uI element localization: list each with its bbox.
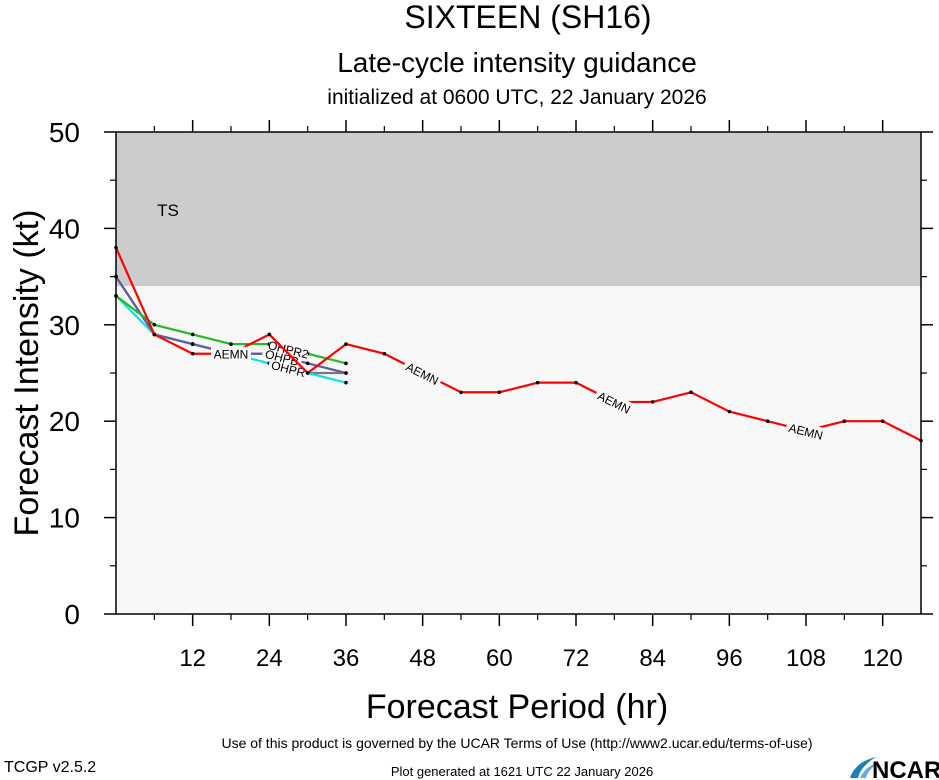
ncar-logo-swoosh-inner-icon bbox=[860, 763, 878, 778]
x-tick-label-0: 12 bbox=[179, 645, 206, 672]
x-tick-label-7: 96 bbox=[716, 645, 743, 672]
y-tick-label-3: 30 bbox=[49, 310, 80, 341]
series-point-1-2 bbox=[190, 332, 195, 337]
series-point-0-4 bbox=[267, 332, 272, 337]
series-point-2-6 bbox=[344, 371, 348, 375]
x-tick-label-6: 84 bbox=[639, 645, 666, 672]
series-point-1-6 bbox=[344, 361, 348, 366]
series-point-0-16 bbox=[727, 409, 732, 414]
y-tick-label-1: 10 bbox=[49, 503, 80, 534]
y-tick-label-2: 20 bbox=[49, 406, 80, 437]
x-tick-label-1: 24 bbox=[256, 645, 283, 672]
series-point-2-5 bbox=[305, 361, 310, 366]
chart-subtitle: Late-cycle intensity guidance bbox=[337, 47, 697, 78]
series-label-bg bbox=[785, 419, 828, 442]
series-point-0-2 bbox=[190, 351, 195, 356]
terms-of-use: Use of this product is governed by the U… bbox=[221, 735, 812, 751]
ncar-logo-text: NCAR bbox=[872, 757, 939, 780]
series-point-0-15 bbox=[689, 390, 693, 395]
y-tick-label-0: 0 bbox=[64, 599, 80, 630]
series-label-0-0: AEMN bbox=[211, 346, 251, 362]
series-point-0-14 bbox=[650, 400, 655, 404]
series-point-0-20 bbox=[880, 419, 885, 424]
y-axis-label: Forecast Intensity (kt) bbox=[8, 210, 46, 537]
series-point-0-5 bbox=[305, 371, 310, 375]
y-tick-label-4: 40 bbox=[49, 213, 80, 244]
chart-title: SIXTEEN (SH16) bbox=[404, 0, 651, 35]
x-tick-label-3: 48 bbox=[409, 645, 436, 672]
series-point-0-11 bbox=[535, 380, 540, 385]
series-label-bg bbox=[402, 357, 444, 388]
series-point-0-6 bbox=[344, 342, 348, 346]
series-point-0-9 bbox=[459, 390, 463, 395]
series-point-3-6 bbox=[344, 380, 348, 385]
x-axis-label: Forecast Period (hr) bbox=[366, 688, 668, 726]
generated-time: Plot generated at 1621 UTC 22 January 20… bbox=[391, 764, 653, 779]
band-0 bbox=[116, 132, 921, 287]
intensity-bands: TS bbox=[116, 132, 921, 614]
init-time: initialized at 0600 UTC, 22 January 2026 bbox=[327, 86, 706, 109]
band-label-0: TS bbox=[157, 201, 179, 220]
x-tick-label-4: 60 bbox=[486, 645, 513, 672]
series-label-bg bbox=[593, 386, 636, 417]
band-1 bbox=[116, 286, 921, 614]
y-tick-label-5: 50 bbox=[49, 117, 80, 148]
x-tick-label-8: 108 bbox=[786, 645, 826, 672]
x-tick-label-5: 72 bbox=[563, 645, 590, 672]
series-point-0-10 bbox=[497, 390, 502, 395]
series-point-0-12 bbox=[574, 380, 578, 385]
x-tick-label-2: 36 bbox=[333, 645, 360, 672]
ncar-logo: NCAR bbox=[850, 757, 939, 780]
series-label-text: AEMN bbox=[214, 348, 249, 362]
series-point-1-1 bbox=[152, 323, 157, 327]
series-point-2-2 bbox=[190, 342, 195, 346]
ncar-logo-swoosh-icon bbox=[850, 757, 876, 778]
x-tick-label-9: 120 bbox=[863, 645, 903, 672]
axes: 0 10 20 30 40 50 12 24 36 48 60 72 84 96 108 120 bbox=[49, 117, 933, 672]
series-point-0-19 bbox=[842, 419, 847, 424]
series-point-1-3 bbox=[229, 342, 233, 346]
series-point-0-1 bbox=[152, 332, 157, 337]
series-point-0-7 bbox=[382, 351, 387, 356]
tool-version: TCGP v2.5.2 bbox=[4, 759, 96, 776]
series-label-bg bbox=[211, 346, 251, 360]
series-point-0-17 bbox=[765, 419, 770, 424]
